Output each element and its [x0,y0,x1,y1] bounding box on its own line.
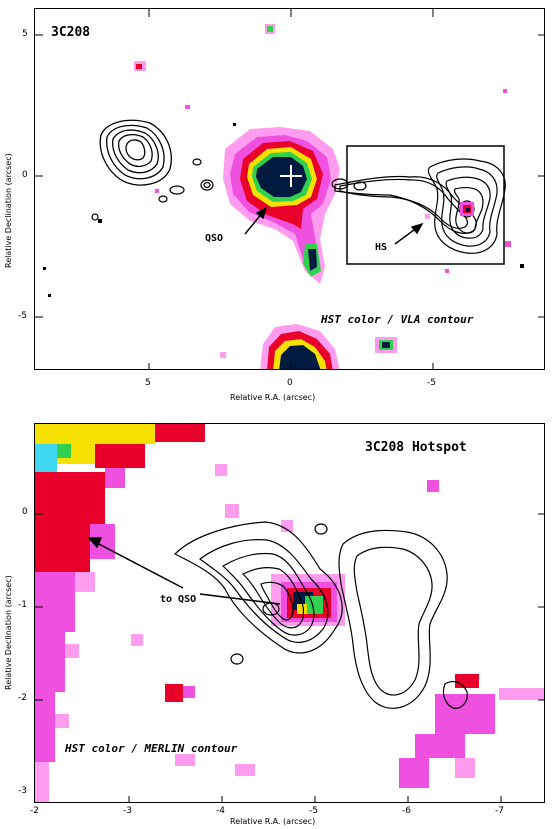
bottom-panel-title: 3C208 Hotspot [365,440,467,455]
hotspot-color [425,202,511,247]
bottom-y-tick-neg3: -3 [18,786,27,796]
top-panel-caption: HST color / VLA contour [321,313,474,326]
top-panel-title: 3C208 [51,25,91,40]
to-qso-arrow [87,537,281,605]
core-cross-marker [280,165,302,187]
hotspot-pixels [271,574,345,626]
hs-label: HS [375,242,388,253]
left-lobe-contours [99,119,172,186]
bottom-x-tick-neg5: -5 [309,806,318,816]
bottom-x-tick-neg3: -3 [123,806,132,816]
top-background-sources [43,24,524,358]
jet-hotspot-contours [334,158,506,254]
annotation-arrows [244,206,424,245]
top-panel-image [35,9,544,369]
top-ticks [35,9,544,369]
companion-blob [260,324,340,369]
top-x-tick-0: 0 [287,378,293,388]
qso-halo-pixels [35,424,544,802]
bottom-panel-caption: HST color / MERLIN contour [65,742,238,755]
top-y-tick-neg5: -5 [18,311,27,321]
bottom-y-tick-0: 0 [22,507,28,517]
bottom-x-tick-neg2: -2 [30,806,39,816]
merlin-contours [173,521,468,709]
bottom-x-tick-neg4: -4 [216,806,225,816]
bottom-y-tick-neg2: -2 [18,693,27,703]
top-y-tick-0: 0 [22,170,28,180]
bottom-panel: 3C208 Hotspot HST color / MERLIN contour… [34,423,545,803]
qso-blob [223,127,340,284]
top-x-axis-label: Relative R.A. (arcsec) [230,393,316,402]
bottom-panel-image [35,424,544,802]
qso-label: QSO [205,233,224,244]
bottom-ticks [35,513,544,802]
bottom-y-tick-neg1: -1 [18,600,27,610]
top-x-tick-neg5: -5 [427,378,436,388]
top-panel: 3C208 HST color / VLA contour QSO HS [34,8,545,370]
top-y-axis-label: Relative Declination (arcsec) [4,153,13,268]
bottom-x-axis-label: Relative R.A. (arcsec) [230,817,316,826]
top-x-tick-5: 5 [145,378,151,388]
bottom-x-tick-neg7: -7 [495,806,504,816]
bottom-x-tick-neg6: -6 [402,806,411,816]
hotspot-box [346,145,505,265]
to-qso-label: to QSO [160,594,197,605]
top-y-tick-5: 5 [22,29,28,39]
bottom-y-axis-label: Relative Declination (arcsec) [4,575,13,690]
